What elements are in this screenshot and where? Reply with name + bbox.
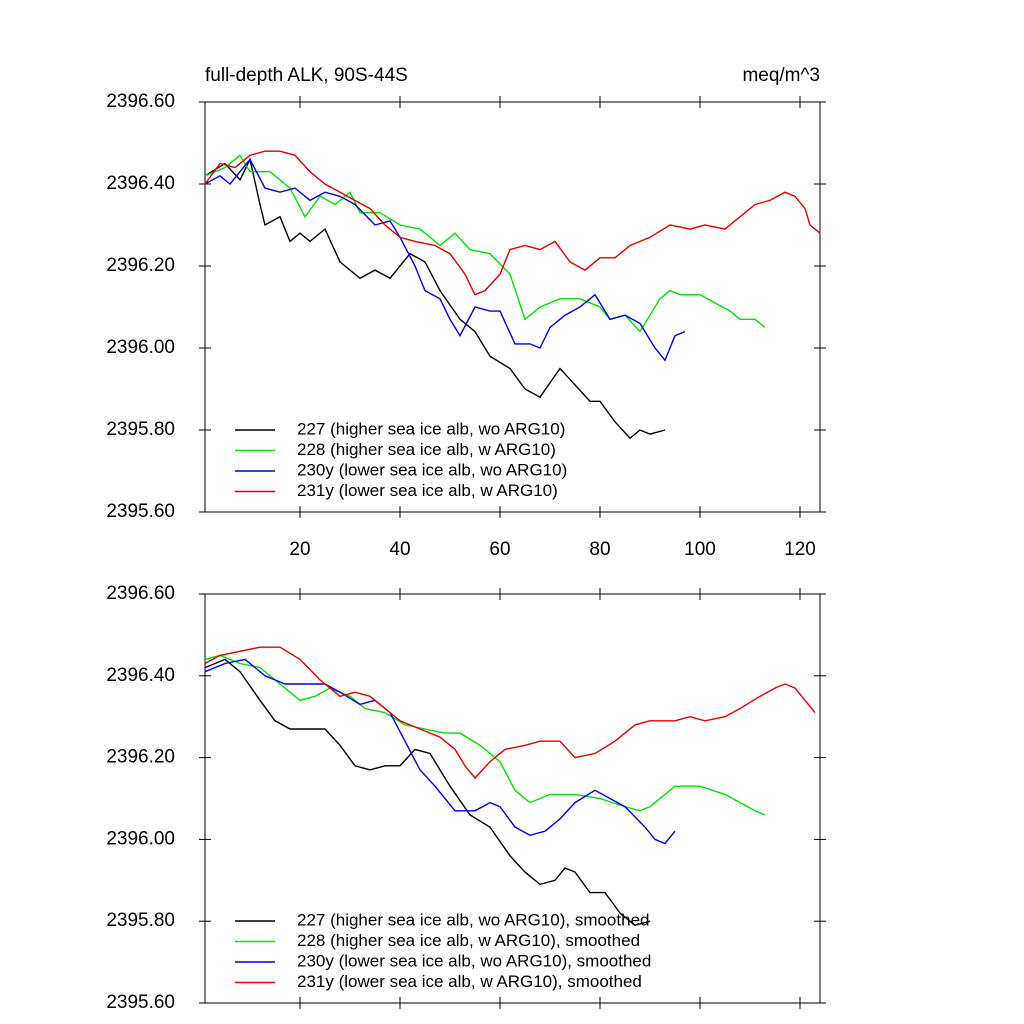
y-tick-label: 2396.60: [106, 583, 175, 604]
series-line: [204, 150, 821, 296]
series-line: [204, 158, 686, 362]
legend-label: 230y (lower sea ice alb, wo ARG10): [297, 460, 567, 479]
y-tick-label: 2396.20: [106, 255, 175, 276]
legend-label: 231y (lower sea ice alb, w ARG10), smoot…: [297, 972, 642, 991]
x-tick-label: 40: [389, 539, 410, 560]
y-tick-label: 2395.60: [106, 501, 175, 522]
x-tick-label: 60: [489, 539, 510, 560]
units-label: meq/m^3: [742, 65, 820, 86]
plot-frame: [204, 593, 821, 1004]
y-tick-label: 2396.00: [106, 828, 175, 849]
y-tick-label: 2396.00: [106, 337, 175, 358]
legend-label: 227 (higher sea ice alb, wo ARG10), smoo…: [297, 910, 649, 929]
legend-label: 228 (higher sea ice alb, w ARG10): [297, 440, 556, 459]
y-tick-label: 2396.40: [106, 173, 175, 194]
legend-label: 227 (higher sea ice alb, wo ARG10): [297, 419, 565, 438]
y-tick-label: 2396.40: [106, 665, 175, 686]
y-tick-label: 2395.80: [106, 419, 175, 440]
y-tick-label: 2395.80: [106, 910, 175, 931]
series-line: [204, 646, 816, 780]
legend-label: 230y (lower sea ice alb, wo ARG10), smoo…: [297, 951, 651, 970]
series-line: [204, 157, 666, 440]
series-line: [204, 154, 766, 333]
x-tick-label: 80: [589, 539, 610, 560]
series-line: [204, 658, 676, 845]
x-tick-label: 20: [289, 539, 310, 560]
x-tick-label: 120: [784, 539, 816, 560]
y-tick-label: 2396.60: [106, 91, 175, 112]
plot-frame: [204, 101, 821, 513]
series-line: [204, 658, 651, 927]
legend-label: 228 (higher sea ice alb, w ARG10), smoot…: [297, 931, 640, 950]
y-tick-label: 2396.20: [106, 747, 175, 768]
x-tick-label: 100: [684, 539, 716, 560]
y-tick-label: 2395.60: [106, 992, 175, 1013]
chart-title: full-depth ALK, 90S-44S: [205, 65, 408, 86]
legend-label: 231y (lower sea ice alb, w ARG10): [297, 481, 558, 500]
series-line: [204, 654, 766, 816]
